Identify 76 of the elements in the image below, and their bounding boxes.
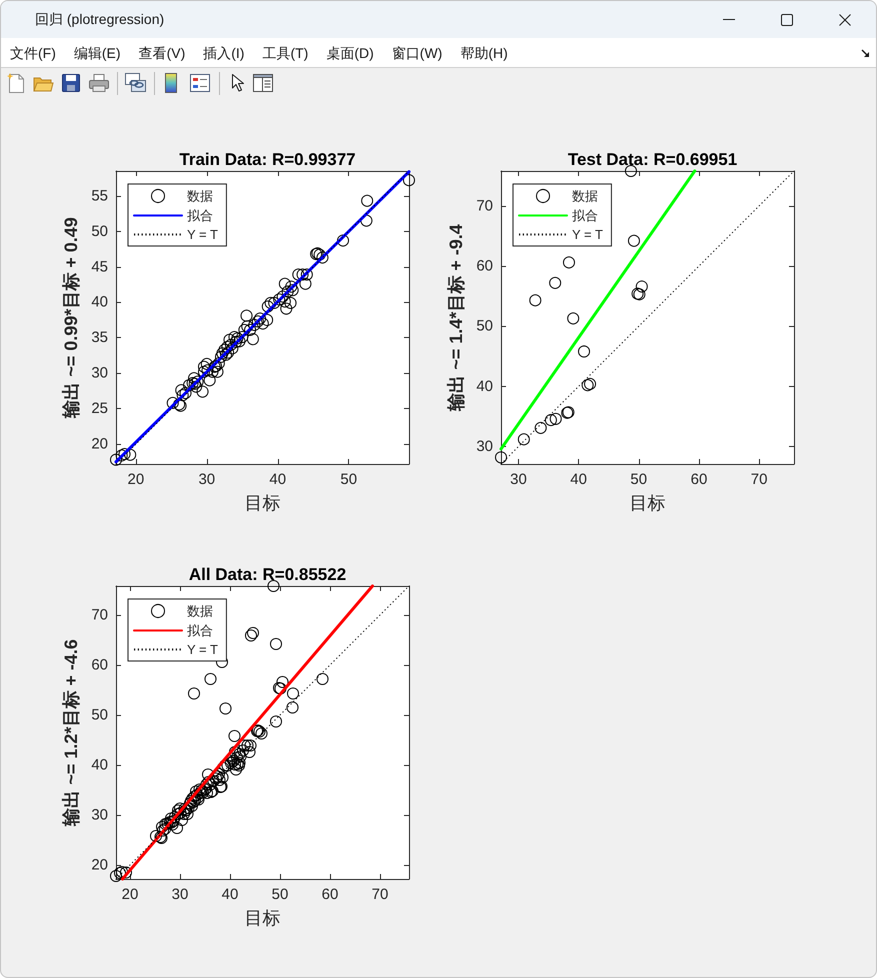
text: 回归 (plotregression) [35,10,164,28]
y-tick-label: 20 [91,856,108,874]
legend-label: 拟合 [187,623,213,638]
point [495,451,507,464]
y-tick-label: 55 [91,187,108,204]
y-tick-label: 60 [91,656,108,674]
x-tick-label: 50 [630,471,648,488]
x-tick-label: 20 [128,471,144,488]
chart-title: Train Data: R=0.99377 [179,150,356,169]
text: 桌面(D) [326,44,374,62]
y-tick-label: 40 [91,294,108,311]
text: 查看(V) [138,44,186,62]
x-tick-label: 30 [172,886,188,903]
x-tick-label: 40 [222,886,238,903]
x-tick-label: 20 [122,886,138,903]
y-axis-title: 输出 ~= 1.2*目标 + -4.6 [61,639,81,827]
x-axis-title: 目标 [244,493,280,513]
text: 窗口(W) [392,44,442,62]
point [636,280,648,293]
y-tick-label: 40 [476,378,493,395]
legend-label: Y = T [572,227,604,242]
legend-label: 拟合 [572,208,598,223]
point [549,276,562,289]
y-axis-title: 输出 ~= 0.99*目标 + 0.49 [61,217,81,419]
point [567,312,580,324]
text: 编辑(E) [74,44,121,62]
x-axis-title: 目标 [244,908,280,928]
x-tick-label: 50 [340,471,358,488]
legend-label: 拟合 [187,208,213,223]
point [624,165,637,177]
y-tick-label: 25 [91,400,108,418]
y-tick-label: 70 [91,606,108,624]
y-tick-label: 20 [91,436,108,453]
x-tick-label: 40 [570,471,587,488]
y-tick-label: 30 [91,364,108,382]
x-tick-label: 50 [272,886,288,903]
y-tick-label: 30 [476,438,493,456]
x-tick-label: 30 [198,471,216,488]
text: 工具(T) [262,44,308,62]
legend-label: 数据 [572,188,598,204]
point [544,414,557,426]
point [578,345,590,358]
y-tick-label: 50 [476,318,493,335]
y-tick-label: 60 [476,258,493,275]
legend-label: 数据 [187,604,213,618]
y-tick-label: 70 [476,197,493,214]
text: 文件(F) [10,44,56,62]
x-tick-label: 60 [690,471,708,488]
legend-label: Y = T [187,227,218,242]
text: 插入(I) [203,44,244,62]
x-tick-label: 40 [269,471,286,488]
y-tick-label: 50 [91,706,108,724]
point [562,256,575,268]
x-tick-label: 60 [322,886,338,903]
chart-title: All Data: R=0.85522 [188,565,346,584]
x-tick-label: 30 [510,471,527,488]
x-tick-label: 70 [750,471,768,488]
y-tick-label: 30 [91,806,108,824]
legend-label: 数据 [187,188,213,204]
point [518,433,530,446]
y-tick-label: 50 [91,222,108,240]
point [529,294,542,306]
point [534,422,547,434]
legend-label: Y = T [187,642,218,657]
text: 帮助(H) [460,44,508,62]
point [628,234,640,247]
chart-title: Test Data: R=0.69951 [568,150,738,169]
y-tick-label: 45 [91,258,108,276]
x-axis-title: 目标 [630,493,666,513]
y-tick-label: 40 [91,756,108,774]
point [582,379,594,392]
x-tick-label: 70 [372,886,388,903]
point [550,412,562,425]
y-tick-label: 35 [91,329,108,346]
y-axis-title: 输出 ~= 1.4*目标 + -9.4 [446,224,466,412]
point [584,378,596,390]
